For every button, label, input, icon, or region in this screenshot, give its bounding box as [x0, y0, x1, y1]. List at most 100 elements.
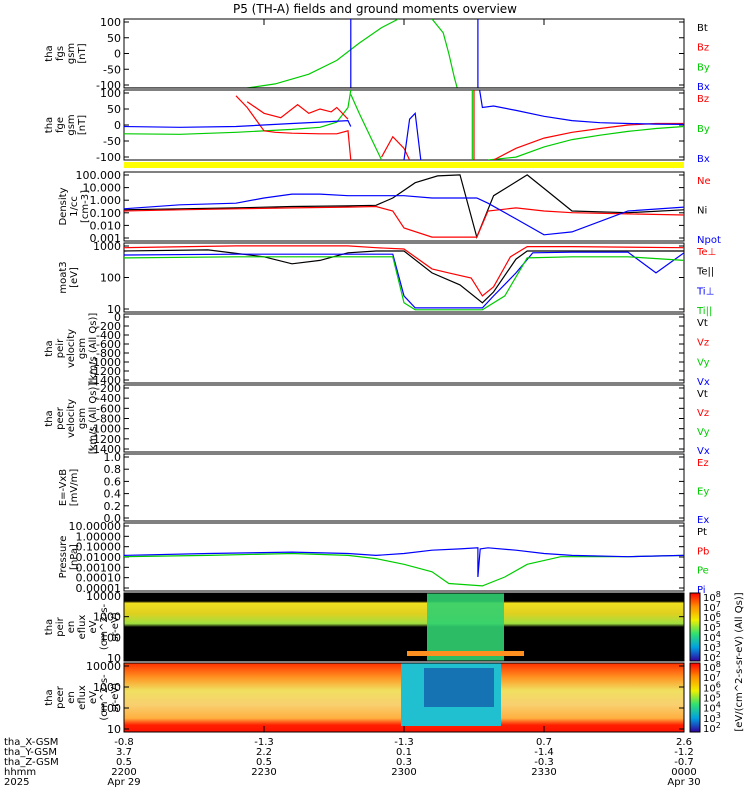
x-row-label: hhmm — [4, 767, 36, 778]
legend-entry: Ti⊥ — [696, 286, 714, 297]
colorbar-scale — [689, 662, 701, 733]
x-row-label: tha_X-GSM — [4, 737, 58, 748]
y-axis-label: [km/s (All Qs)] — [88, 313, 99, 385]
series-line — [124, 552, 684, 587]
series-line — [246, 101, 349, 120]
colorbar-tick-label: 107 — [703, 670, 721, 684]
y-tick-label: 50 — [107, 103, 121, 116]
x-tick-label: 2230 — [251, 767, 276, 778]
y-axis-label: tha — [44, 45, 55, 61]
y-tick-label: 0.10000 — [76, 541, 122, 554]
y-axis-label: tha — [44, 410, 55, 426]
y-tick-label: 0.00010 — [76, 572, 122, 585]
x-tick-label: 0000 — [671, 767, 696, 778]
colorbar-tick-label: 103 — [703, 640, 721, 654]
y-axis-label: peer — [55, 685, 66, 709]
y-tick-label: -800 — [96, 413, 121, 426]
y-tick-label: 100 — [100, 87, 121, 100]
y-tick-label: 100 — [100, 16, 121, 29]
x-tick-label: 2.2 — [256, 747, 272, 758]
y-tick-label: -1200 — [89, 433, 121, 446]
legend-entry: Vz — [697, 408, 709, 419]
panel-frame — [123, 592, 685, 662]
series-line — [124, 174, 684, 239]
series-line — [479, 90, 684, 125]
y-axis-label: sr-eV) — [110, 612, 121, 641]
panel-peir_vel: 0-200-400-600-800-1000-1200-1400 tha peir v… — [44, 311, 710, 388]
y-tick-label: 10 — [107, 303, 121, 316]
y-tick-label: -100 — [96, 151, 121, 164]
colorbar-tick-label: 102 — [703, 650, 721, 664]
series-line — [381, 135, 411, 160]
colorbar-scale — [689, 592, 701, 662]
legend-entry: Vy — [697, 427, 710, 438]
series-line — [124, 251, 684, 309]
y-axis-label: gsm — [77, 338, 88, 359]
y-tick-label: 10.000 — [83, 182, 122, 195]
x-row-label: tha_Z-GSM — [4, 757, 59, 768]
y-tick-label: 50 — [107, 32, 121, 45]
series-line — [124, 547, 684, 578]
x-row-label: tha_Y-GSM — [4, 747, 57, 758]
y-tick-label: 10.00000 — [69, 520, 122, 533]
y-axis-label: moat3 — [58, 261, 69, 293]
y-axis-label: fgs — [55, 46, 66, 61]
spectrogram-band — [407, 651, 524, 656]
y-tick-label: 1000 — [93, 681, 121, 694]
legend-entry: Te|| — [696, 267, 714, 278]
colorbar-tick-label: 102 — [703, 721, 721, 735]
y-axis-label: en — [66, 621, 77, 634]
y-axis-label: (cm^2-s- — [99, 603, 110, 650]
y-axis-label: fge — [55, 117, 66, 133]
legend-entry: Vx — [697, 377, 710, 388]
legend-entry: Bt — [697, 23, 708, 34]
legend-entry: Npot — [697, 235, 721, 246]
y-tick-label: 0.010 — [90, 219, 122, 232]
series-line — [124, 256, 684, 311]
x-tick-label: -0.3 — [534, 757, 554, 768]
y-axis-label: eV — [88, 620, 99, 633]
y-tick-label: 1.000 — [90, 194, 122, 207]
legend-entry: Vz — [697, 338, 709, 349]
legend-entry: Bz — [697, 94, 709, 105]
y-axis-label: sr-eV) — [110, 683, 121, 712]
y-axis-label: 1/cc — [69, 196, 80, 217]
y-axis-label: [km/s (All Qs)] — [88, 383, 99, 455]
legend-entry: Vy — [697, 357, 710, 368]
panel-density: 100.00010.0001.0000.1000.0100.001 Density… — [58, 169, 721, 246]
y-tick-label: 100 — [100, 631, 121, 644]
panel-peir_eflux: 10000 1000 100 10 tha peir en eflux eV (cm^2-s-sr… — [44, 590, 685, 665]
panel-pressure: 10.000001.000000.100000.010000.001000.00… — [58, 520, 709, 596]
legend-entry: By — [697, 62, 710, 73]
legend-entry: Ex — [697, 515, 709, 526]
y-tick-label: 1000 — [93, 240, 121, 253]
y-tick-label: 10000 — [86, 590, 121, 603]
y-axis-label: tha — [44, 340, 55, 356]
panel-peer_vel: -200-400-600-800-1000-1200-1400 tha peer ve… — [44, 382, 710, 457]
series-line — [235, 95, 352, 160]
legend-entry: Pi — [697, 585, 706, 596]
y-axis-label: eV — [88, 691, 99, 704]
legend-entry: Bx — [697, 154, 710, 165]
y-tick-label: -50 — [103, 63, 121, 76]
legend-entry: Ne — [697, 176, 711, 187]
y-tick-label: 0.00001 — [76, 582, 122, 595]
series-line — [350, 94, 383, 160]
y-tick-label: 0 — [114, 311, 121, 324]
colorbar-title: [eV/(cm^2-s-sr-eV) (All Qs)] — [734, 592, 745, 731]
series-line — [431, 19, 458, 88]
y-axis-label: gsm — [77, 408, 88, 429]
x-tick-label: 0.7 — [536, 737, 552, 748]
legend-entry: Te⊥ — [696, 247, 716, 258]
legend-entry: Vx — [697, 446, 710, 457]
colorbar-tick-label: 106 — [703, 610, 721, 624]
x-tick-label: 0.5 — [256, 757, 272, 768]
y-tick-label: 0.01000 — [76, 551, 122, 564]
colorbar-tick-label: 106 — [703, 680, 721, 694]
y-tick-label: 10000 — [86, 660, 121, 673]
y-axis-label: [eV] — [69, 267, 80, 288]
y-axis-label: [mV/m] — [69, 469, 80, 507]
panel-frame — [123, 313, 685, 384]
y-tick-label: 0.6 — [104, 475, 122, 488]
